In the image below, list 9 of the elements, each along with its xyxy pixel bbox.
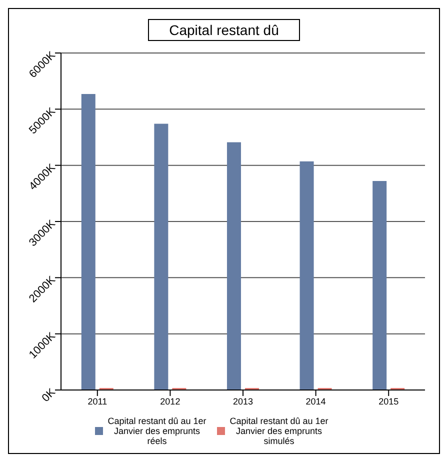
x-tick-label: 2014 <box>306 396 326 406</box>
x-tick-label: 2015 <box>378 396 399 406</box>
y-tick-label: 0K <box>40 386 58 404</box>
x-tick-label: 2013 <box>232 396 254 406</box>
legend-label: Capital restant dû au 1er Janvier des emprunts réels <box>107 416 207 446</box>
x-tick-label: 2012 <box>160 396 180 406</box>
legend-label: Capital restant dû au 1er Janvier des emprunts simulés <box>229 416 329 446</box>
chart-title: Capital restant dû <box>148 19 300 41</box>
x-tick-label: 2011 <box>88 396 108 406</box>
